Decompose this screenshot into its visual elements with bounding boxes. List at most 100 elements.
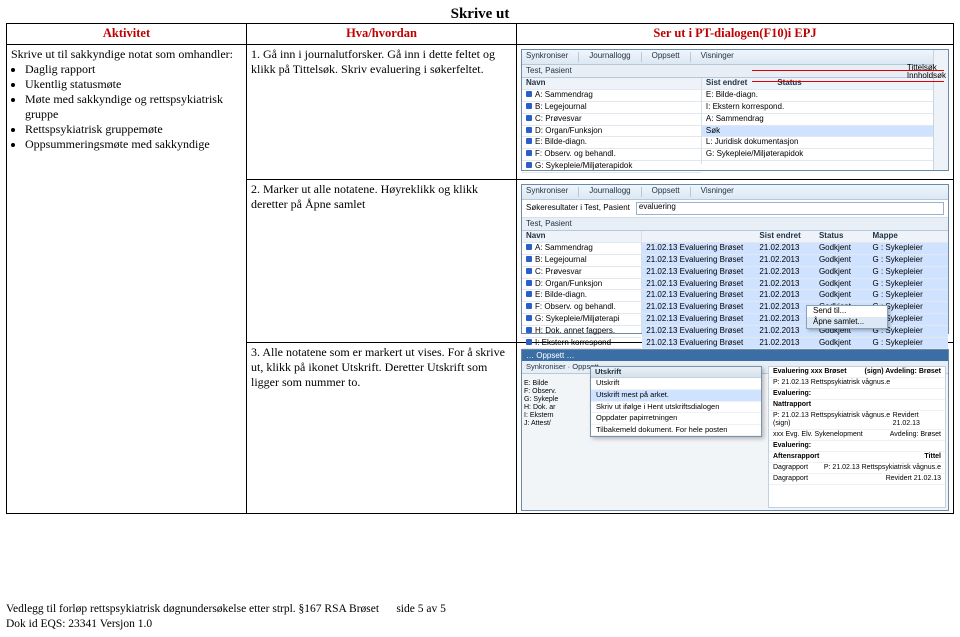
list-item[interactable]: B: Legejournal [522, 255, 641, 267]
menu-item-open[interactable]: Åpne samlet... [807, 317, 887, 328]
list-item[interactable]: G: Sykepleie/Miljøterapidok [702, 149, 948, 161]
list-item[interactable]: A: Sammendrag [702, 114, 948, 126]
tab-patient[interactable]: Test, Pasient [526, 220, 572, 229]
cell-ser-1: × Synkroniser Journallogg Oppsett Visnin… [517, 44, 954, 179]
list-item: Ukentlig statusmøte [25, 77, 242, 92]
page-title: Skrive ut [6, 6, 954, 23]
toolbar: Synkroniser Journallogg Oppsett Visninge… [522, 185, 948, 200]
aktivitet-list: Daglig rapport Ukentlig statusmøte Møte … [25, 62, 242, 152]
cell-aktivitet: Skrive ut til sakkyndige notat som omhan… [7, 44, 247, 513]
list-item[interactable]: G: Sykepleie/Miljøterapidok [522, 161, 701, 173]
toolbar-item[interactable]: Journallogg [589, 187, 630, 196]
th: Status [819, 232, 873, 241]
list-item: Oppsummeringsmøte med sakkyndige [25, 137, 242, 152]
list-item[interactable]: I: Ekstern korrespond. [702, 102, 948, 114]
menu-item[interactable]: Utskrift mest på arket. [591, 390, 761, 402]
th [646, 232, 759, 241]
table-row[interactable]: 21.02.13 Evaluering Brøset21.02.2013Godk… [642, 255, 948, 267]
aktivitet-intro: Skrive ut til sakkyndige notat som omhan… [11, 47, 233, 61]
list-item[interactable]: E: Bilde-diagn. [522, 290, 641, 302]
list-item[interactable]: F: Observ. og behandl. [522, 149, 701, 161]
list-item[interactable]: H: Dok. annet fagpers. [522, 326, 641, 338]
cell-ser-2: Synkroniser Journallogg Oppsett Visninge… [517, 179, 954, 342]
table-row[interactable]: 21.02.13 Evaluering Brøset21.02.2013Godk… [642, 290, 948, 302]
left-nav: E: Bilde F: Observ. G: Sykeple H: Dok. a… [524, 380, 579, 428]
table-row: Skrive ut til sakkyndige notat som omhan… [7, 44, 954, 179]
list-item[interactable]: J: Attest/ [524, 420, 579, 428]
list-item[interactable]: H: Dok. ar [524, 404, 579, 412]
list-item[interactable]: B: Legejournal [522, 102, 701, 114]
print-dropdown: Utskrift Utskrift Utskrift mest på arket… [590, 366, 762, 438]
footer-line1b: side 5 av 5 [396, 603, 446, 615]
table-row[interactable]: 21.02.13 Evaluering Brøset21.02.2013Godk… [642, 302, 948, 314]
procedure-table: Aktivitet Hva/hvordan Ser ut i PT-dialog… [6, 23, 954, 514]
list-item[interactable]: D: Organ/Funksjon [522, 126, 701, 138]
list-item[interactable]: I: Ekstern korrespond [522, 338, 641, 350]
left-tree: Navn A: Sammendrag B: Legejournal C: Prø… [522, 78, 702, 164]
rp-row: Evaluering: [769, 389, 945, 400]
toolbar-item[interactable]: Visninger [701, 187, 734, 196]
list-item[interactable]: E: Bilde-diagn. [702, 90, 948, 102]
list-item[interactable]: G: Sykeple [524, 396, 579, 404]
list-item[interactable]: Søk [702, 126, 948, 138]
context-menu[interactable]: Send til... Åpne samlet... [806, 305, 888, 329]
table-row[interactable]: 21.02.13 Evaluering Brøset21.02.2013Godk… [642, 243, 948, 255]
arrow-icon [752, 81, 944, 82]
menu-item[interactable]: Skriv ut ifølge i Hent utskriftsdialogen [591, 402, 761, 414]
th: Navn [526, 79, 546, 88]
rp-row: Evaluering xxx Brøset(sign) Avdeling: Br… [769, 367, 945, 378]
list-item: Møte med sakkyndige og rettspsykiatrisk … [25, 92, 242, 122]
th: Sist endret [759, 232, 819, 241]
rp-row: Nattrapport [769, 400, 945, 411]
callout-labels: Tittelsøk Innholdsøk [907, 64, 946, 82]
list-item[interactable]: C: Prøvesvar [522, 114, 701, 126]
toolbar-item[interactable]: Synkroniser [526, 52, 568, 61]
col-header-hva: Hva/hvordan [247, 24, 517, 45]
list-item[interactable]: F: Observ. og behandl. [522, 302, 641, 314]
footer: Vedlegg til forløp rettspsykiatrisk døgn… [6, 602, 446, 631]
menu-item[interactable]: Tilbakemeld dokument. For hele posten [591, 425, 761, 437]
search-input[interactable]: evaluering [636, 202, 944, 215]
list-item[interactable]: F: Observ. [524, 388, 579, 396]
list-item[interactable]: C: Prøvesvar [522, 267, 641, 279]
rp-row: DagrapportP: 21.02.13 Rettspsykiatrisk v… [769, 463, 945, 474]
tab-patient[interactable]: Test, Pasient [526, 67, 572, 76]
cell-hva-1: 1. Gå inn i journalutforsker. Gå inn i d… [247, 44, 517, 179]
list-item[interactable]: G: Sykepleie/Miljøterapi [522, 314, 641, 326]
list-item[interactable]: L: Juridisk dokumentasjon [702, 137, 948, 149]
screenshot-3: … Oppsett … Synkroniser · Oppsett … E: B… [521, 349, 949, 511]
menu-item[interactable]: Oppdater papirretningen [591, 413, 761, 425]
window-titlebar: … Oppsett … [522, 350, 948, 361]
toolbar-item[interactable]: Oppsett [652, 187, 680, 196]
menu-item[interactable]: Utskrift [591, 378, 761, 390]
table-row[interactable]: 21.02.13 Evaluering Brøset21.02.2013Godk… [642, 326, 948, 338]
toolbar-item[interactable]: Visninger [701, 52, 734, 61]
list-item[interactable]: A: Sammendrag [522, 90, 701, 102]
toolbar-item[interactable]: Journallogg [589, 52, 630, 61]
right-tree: Sist endret Status E: Bilde-diagn. I: Ek… [702, 78, 948, 164]
table-row[interactable]: 21.02.13 Evaluering Brøset21.02.2013Godk… [642, 279, 948, 291]
list-item[interactable]: E: Bilde [524, 380, 579, 388]
page: Skrive ut Aktivitet Hva/hvordan Ser ut i… [0, 0, 960, 522]
table-row[interactable]: 21.02.13 Evaluering Brøset21.02.2013Godk… [642, 338, 948, 350]
rp-row: DagrapportRevidert 21.02.13 [769, 474, 945, 485]
list-item[interactable]: E: Bilde-diagn. [522, 137, 701, 149]
search-row: Søkeresultater i Test, Pasient evaluerin… [522, 200, 948, 218]
footer-line2: Dok id EQS: 23341 Versjon 1.0 [6, 618, 152, 630]
th: Mappe [873, 232, 944, 241]
cell-hva-3: 3. Alle notatene som er markert ut vises… [247, 342, 517, 513]
table-row[interactable]: 21.02.13 Evaluering Brøset21.02.2013Godk… [642, 314, 948, 326]
rp-row: AftensrapportTittel [769, 452, 945, 463]
rp-row: P: 21.02.13 Rettspsykiatrisk vågnus.e (s… [769, 411, 945, 430]
list-item[interactable]: A: Sammendrag [522, 243, 641, 255]
toolbar-item[interactable]: Synkroniser [526, 187, 568, 196]
cell-hva-2: 2. Marker ut alle notatene. Høyreklikk o… [247, 179, 517, 342]
toolbar-item[interactable]: Oppsett [652, 52, 680, 61]
screenshot-2: Synkroniser Journallogg Oppsett Visninge… [521, 184, 949, 334]
list-item: Daglig rapport [25, 62, 242, 77]
list-item[interactable]: D: Organ/Funksjon [522, 279, 641, 291]
table-row[interactable]: 21.02.13 Evaluering Brøset21.02.2013Godk… [642, 267, 948, 279]
menu-item-send[interactable]: Send til... [807, 306, 887, 317]
list-item[interactable]: I: Ekstern [524, 412, 579, 420]
rp-row: P: 21.02.13 Rettspsykiatrisk vågnus.e [769, 378, 945, 389]
